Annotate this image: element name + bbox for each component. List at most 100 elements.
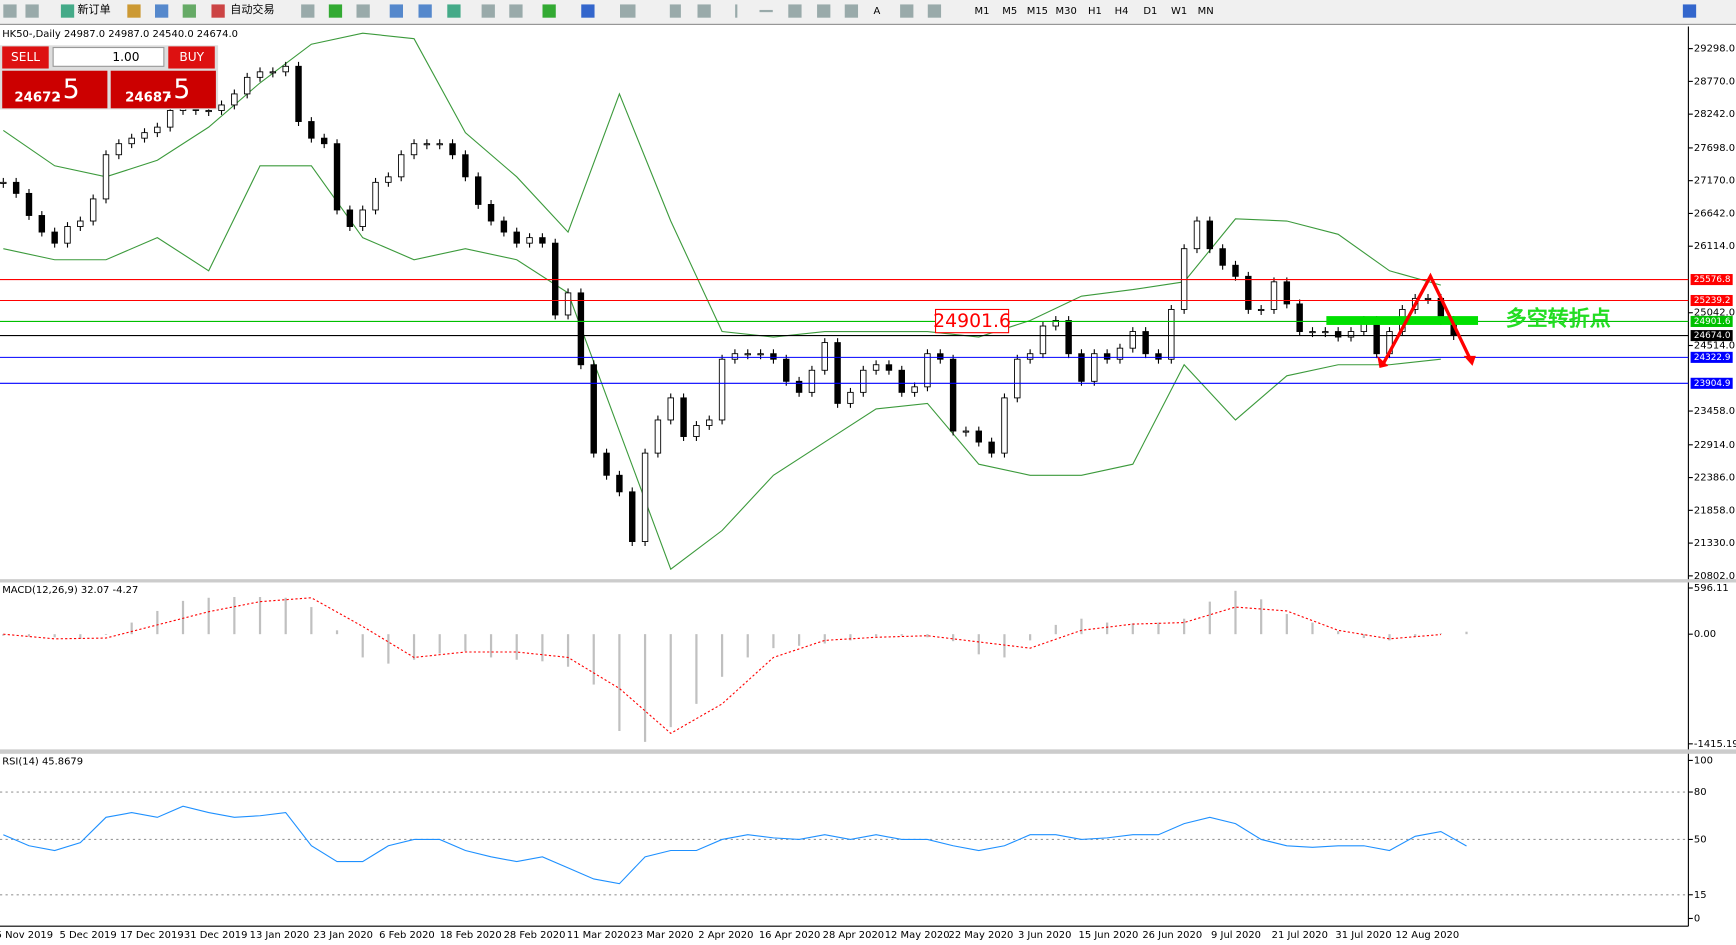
candle — [38, 215, 46, 233]
candle — [1283, 281, 1291, 305]
price-callout: 24901.6 — [933, 311, 1011, 332]
candle — [1014, 358, 1021, 399]
panel-divider — [0, 579, 1736, 583]
candle — [911, 386, 918, 393]
candle — [51, 231, 58, 244]
candle — [1322, 331, 1329, 334]
overlay: 24901.6 多空转折点 — [933, 272, 1611, 369]
candle — [333, 143, 341, 211]
candle — [949, 358, 957, 432]
rsi-line — [3, 805, 1467, 885]
candle — [872, 364, 880, 371]
date-label: 23 Mar 2020 — [631, 930, 694, 941]
candle — [423, 143, 431, 146]
candle — [205, 110, 212, 113]
timeframe-button[interactable]: M1 — [975, 6, 990, 17]
y-tick-label: 28770.0 — [1694, 76, 1735, 87]
price-level-label: 23904.9 — [1694, 379, 1731, 389]
date-label: 12 May 2020 — [885, 930, 950, 941]
candle — [1039, 325, 1047, 355]
candle — [77, 220, 84, 227]
y-tick-label: 21858.0 — [1694, 505, 1735, 516]
candle — [410, 143, 418, 156]
candle — [513, 231, 520, 244]
timeframe-button[interactable]: W1 — [1171, 6, 1187, 17]
price-level-tag — [1690, 351, 1733, 363]
date-label: 11 Mar 2020 — [567, 930, 630, 941]
timeframe-button[interactable]: MN — [1198, 6, 1214, 17]
candle — [821, 342, 828, 371]
lot-input[interactable] — [52, 46, 165, 67]
price-level-tag — [1690, 377, 1733, 389]
date-label: 16 Apr 2020 — [759, 930, 821, 941]
candle — [64, 226, 71, 244]
candle — [1001, 397, 1008, 454]
candle — [808, 369, 816, 393]
text-tool[interactable]: A — [874, 6, 881, 17]
candle — [1347, 331, 1355, 338]
y-tick-label: 20802.0 — [1694, 571, 1735, 582]
date-label: 6 Feb 2020 — [379, 930, 435, 941]
date-label: 2 Apr 2020 — [698, 930, 753, 941]
y-tick-label: 22386.0 — [1694, 473, 1735, 484]
buy-button[interactable] — [168, 46, 215, 69]
candle — [757, 353, 764, 356]
candle — [924, 353, 931, 388]
candle — [115, 143, 123, 156]
buy-price-button[interactable] — [110, 70, 216, 109]
candle — [1193, 220, 1201, 250]
candle — [564, 292, 572, 316]
sell-button[interactable] — [2, 46, 49, 69]
date-label: 28 Feb 2020 — [504, 930, 566, 941]
timeframes: M1 M5 M15 M30 H1 H4 D1 W1 MN — [975, 6, 1214, 17]
y-tick-label: 22914.0 — [1694, 440, 1735, 451]
sell-pips: .5 — [54, 74, 79, 105]
candle — [539, 237, 546, 244]
y-tick-label: -1415.19 — [1694, 739, 1736, 750]
candle — [1052, 320, 1060, 327]
candle — [25, 192, 33, 216]
candle — [744, 353, 751, 356]
candle — [449, 143, 456, 156]
sell-price-button[interactable] — [2, 70, 108, 109]
timeframe-button[interactable]: M30 — [1056, 6, 1077, 17]
y-tick-label: 26114.0 — [1694, 241, 1735, 252]
candle — [1065, 320, 1072, 355]
candle — [770, 353, 777, 360]
candle — [1245, 275, 1252, 310]
candle — [102, 154, 110, 200]
y-tick-label: 100 — [1694, 755, 1713, 766]
candle — [1078, 353, 1085, 382]
timeframe-button[interactable]: M5 — [1002, 6, 1017, 17]
candle — [128, 137, 135, 145]
date-label: 18 Feb 2020 — [440, 930, 502, 941]
candle — [937, 353, 944, 360]
price-level-label: 24674.0 — [1694, 331, 1731, 341]
y-tick-label: 29298.0 — [1694, 44, 1735, 55]
buy-pips: .5 — [165, 74, 190, 105]
candle — [962, 430, 970, 433]
y-tick-label: 27698.0 — [1694, 143, 1735, 154]
candle — [641, 452, 649, 542]
date-label: 26 Jun 2020 — [1142, 930, 1202, 941]
auto-trading-button[interactable]: 自动交易 — [230, 2, 274, 16]
candle — [577, 292, 585, 366]
date-label: 5 Dec 2019 — [60, 930, 117, 941]
candle — [359, 209, 366, 227]
candle — [436, 143, 443, 146]
timeframe-button[interactable]: H1 — [1088, 6, 1102, 17]
chart-header: HK50-,Daily 24987.0 24987.0 24540.0 2467… — [2, 29, 238, 40]
candle — [1155, 353, 1162, 360]
timeframe-button[interactable]: D1 — [1143, 6, 1157, 17]
y-tick-label: 596.11 — [1694, 583, 1729, 594]
date-label: 31 Dec 2019 — [184, 930, 248, 941]
timeframe-button[interactable]: M15 — [1027, 6, 1048, 17]
y-tick-label: 26642.0 — [1694, 208, 1735, 219]
one-click-trading: SELL 1.00 BUY 24672 .5 24687 .5 — [0, 45, 219, 110]
new-order-button[interactable]: 新订单 — [78, 2, 111, 16]
candle — [718, 358, 726, 421]
y-tick-label: 28242.0 — [1694, 109, 1735, 120]
timeframe-button[interactable]: H4 — [1115, 6, 1129, 17]
candle — [847, 391, 854, 404]
